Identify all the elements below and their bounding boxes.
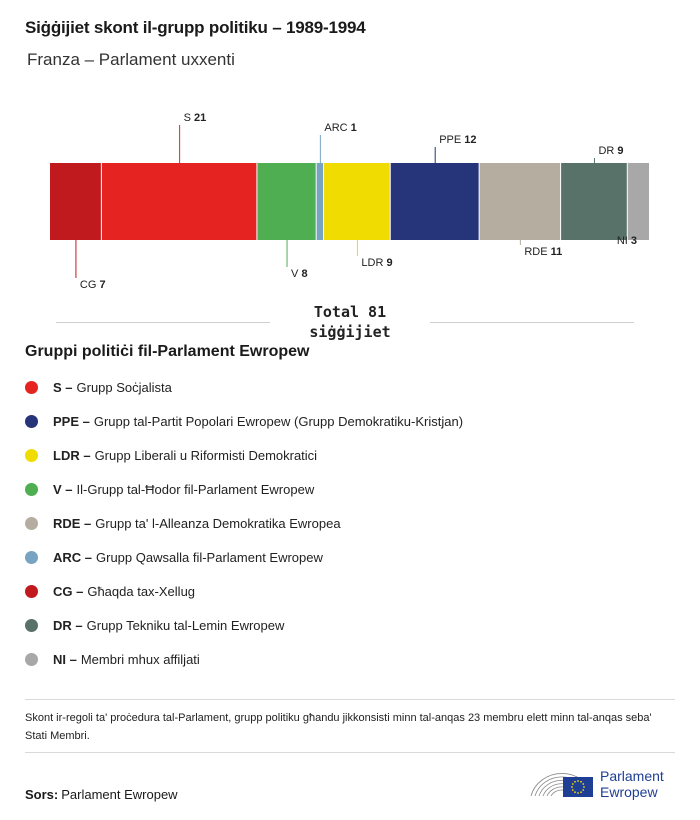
segment-label-dr: DR 9 [598,145,623,157]
note-divider-bottom [25,752,675,753]
flag-star-icon [577,780,579,782]
legend-abbreviation: S – [53,379,73,395]
segment-label-v: V 8 [291,268,308,280]
total-seats-label: Total 81 siġġijiet [270,302,430,342]
note-divider-top [25,699,675,700]
legend-item-s: S – Grupp Soċjalista [25,370,463,404]
flag-star-icon [580,780,582,783]
legend: S – Grupp Soċjalista PPE – Grupp tal-Partit… [25,370,463,676]
legend-color-swatch [25,550,38,564]
logo-line1: Parlament [600,768,664,784]
legend-group-name: Il-Grupp tal-Ħodor fil-Parlament Ewropew [76,481,315,497]
legend-item-cg: CG – Għaqda tax-Xellug [25,574,463,608]
total-divider-left [56,322,272,323]
legend-group-name: Grupp ta' l-Alleanza Demokratika Ewropea [95,515,341,531]
legend-group-name: Grupp tal-Partit Popolari Ewropew (Grupp… [93,413,464,429]
legend-item-dr: DR – Grupp Tekniku tal-Lemin Ewropew [25,608,463,642]
legend-abbreviation: PPE – [53,413,90,429]
legend-item-ldr: LDR – Grupp Liberali u Riformisti Demokra… [25,438,463,472]
flag-star-icon [574,780,576,783]
segment-label-rde: RDE 11 [524,246,562,258]
legend-color-swatch [25,380,38,394]
bar-segment-cg [50,163,101,240]
chart-subtitle: Franza – Parlament uxxenti [27,50,235,69]
legend-abbreviation: V – [53,481,73,497]
seat-chart: CG 7 S 21 V 8 ARC 1 LDR 9 PPE 12 RDE 11 DR 9 NI … [50,112,649,291]
total-divider-right [418,322,634,323]
total-seats-line1: Total 81 [313,303,387,321]
bar-segment-arc [316,163,324,240]
flag-star-icon [582,783,585,785]
european-parliament-logo: Parlament Ewropew [530,768,664,800]
chart-title: Siġġijiet skont il-grupp politiku – 1989… [25,18,366,37]
logo-line2: Ewropew [600,784,658,800]
flag-star-icon [577,792,579,794]
segment-label-ppe: PPE 12 [439,134,476,146]
legend-group-name: Membri mhux affiljati [80,651,200,667]
segment-label-ni: NI 3 [617,235,637,247]
source: Sors: Parlament Ewropew [25,787,178,802]
legend-abbreviation: DR – [53,617,83,633]
legend-color-swatch [25,414,38,428]
legend-group-name: Għaqda tax-Xellug [87,583,196,599]
legend-color-swatch [25,516,38,530]
legend-abbreviation: ARC – [53,549,93,565]
flag-star-icon [583,786,585,788]
legend-item-v: V – Il-Grupp tal-Ħodor fil-Parlament Ewro… [25,472,463,506]
source-value: Parlament Ewropew [61,787,178,802]
legend-color-swatch [25,618,38,632]
segment-label-s: S 21 [184,112,207,124]
bar-segment-s [101,163,257,240]
legend-item-ppe: PPE – Grupp tal-Partit Popolari Ewropew (… [25,404,463,438]
legend-group-name: Grupp Qawsalla fil-Parlament Ewropew [96,549,323,565]
bar-segment-ldr [324,163,390,240]
flag-star-icon [580,791,582,794]
eu-flag-icon [563,777,593,797]
legend-color-swatch [25,652,38,666]
segment-label-arc: ARC 1 [324,122,356,134]
bar-segment-rde [479,163,561,240]
legend-abbreviation: CG – [53,583,84,599]
legend-abbreviation: LDR – [53,447,91,463]
legend-group-name: Grupp Tekniku tal-Lemin Ewropew [86,617,285,633]
footnote: Skont ir-regoli ta' proċedura tal-Parlam… [25,712,652,742]
legend-color-swatch [25,482,38,496]
bar-segment-v [257,163,316,240]
bar-segment-ppe [390,163,479,240]
flag-star-icon [571,789,574,791]
segment-label-cg: CG 7 [80,279,106,291]
segment-label-ldr: LDR 9 [361,257,392,269]
legend-item-rde: RDE – Grupp ta' l-Alleanza Demokratika Ew… [25,506,463,540]
bar-segment-dr [561,163,627,240]
flag-star-icon [571,783,574,785]
legend-abbreviation: NI – [53,651,77,667]
source-label: Sors: [25,787,59,802]
legend-group-name: Grupp Soċjalista [76,379,172,395]
flag-star-icon [582,789,585,791]
legend-item-arc: ARC – Grupp Qawsalla fil-Parlament Ewrope… [25,540,463,574]
legend-color-swatch [25,584,38,598]
flag-star-icon [574,791,576,794]
legend-abbreviation: RDE – [53,515,92,531]
flag-star-icon [571,786,573,788]
legend-color-swatch [25,448,38,462]
bar-segment-ni [627,163,649,240]
legend-item-ni: NI – Membri mhux affiljati [25,642,463,676]
total-seats-line2: siġġijiet [309,323,391,341]
legend-group-name: Grupp Liberali u Riformisti Demokratici [94,447,318,463]
legend-heading: Gruppi politiċi fil-Parlament Ewropew [25,343,310,360]
